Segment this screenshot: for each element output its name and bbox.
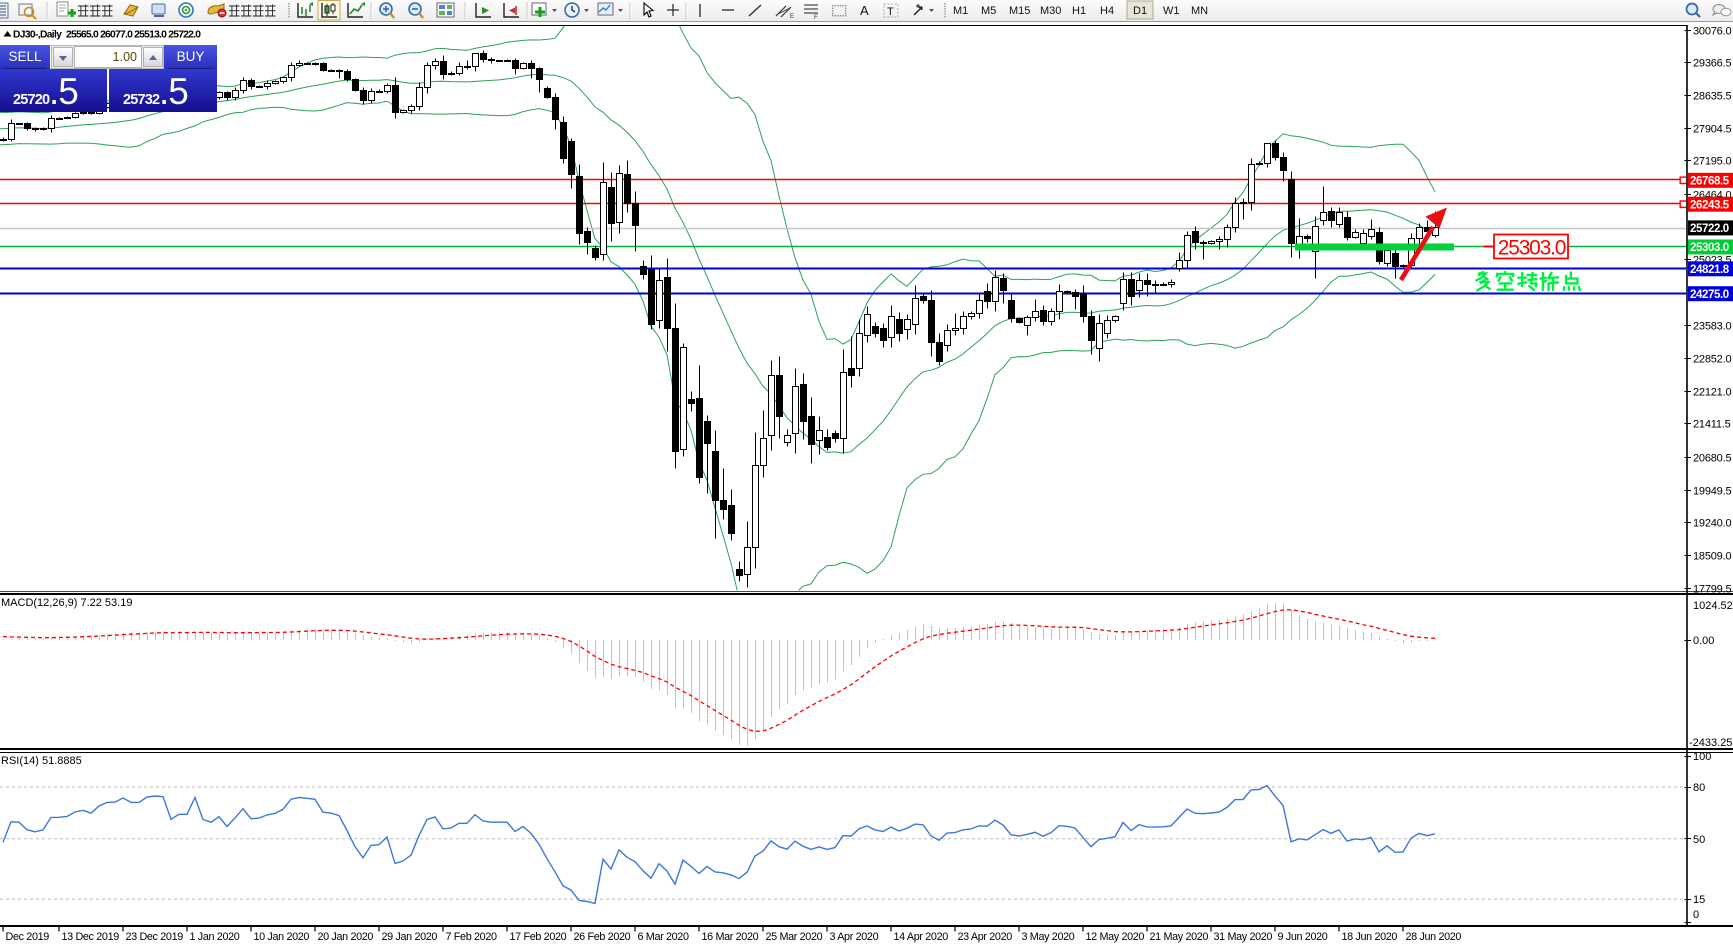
svg-text:26243.5: 26243.5 (1690, 199, 1730, 211)
svg-text:29366.5: 29366.5 (1693, 57, 1731, 69)
svg-text:9 Jun 2020: 9 Jun 2020 (1278, 931, 1328, 943)
svg-text:100: 100 (1693, 751, 1711, 763)
svg-text:28 Jun 2020: 28 Jun 2020 (1406, 931, 1462, 943)
svg-text:F: F (814, 15, 818, 21)
svg-text:H4: H4 (1100, 5, 1114, 17)
svg-text:22121.0: 22121.0 (1693, 386, 1731, 398)
svg-text:MN: MN (1191, 5, 1208, 17)
svg-text:M5: M5 (981, 5, 996, 17)
svg-text:21 May 2020: 21 May 2020 (1150, 931, 1209, 943)
svg-text:13 Dec 2019: 13 Dec 2019 (62, 931, 120, 943)
svg-text:E: E (790, 14, 794, 20)
svg-text:31 May 2020: 31 May 2020 (1214, 931, 1273, 943)
svg-text:21411.5: 21411.5 (1693, 418, 1731, 430)
svg-text:16 Mar 2020: 16 Mar 2020 (702, 931, 759, 943)
svg-text:T: T (887, 6, 894, 18)
svg-text:22852.0: 22852.0 (1693, 353, 1731, 365)
svg-text:20680.5: 20680.5 (1693, 452, 1731, 464)
svg-text:DJ30-,Daily: DJ30-,Daily (13, 30, 62, 41)
svg-text:6 Mar 2020: 6 Mar 2020 (638, 931, 689, 943)
svg-text:A: A (860, 3, 869, 18)
svg-text:23 Dec 2019: 23 Dec 2019 (126, 931, 184, 943)
svg-text:23583.0: 23583.0 (1693, 320, 1731, 332)
svg-text:M1: M1 (953, 5, 968, 17)
svg-text:1 Jan 2020: 1 Jan 2020 (190, 931, 240, 943)
svg-text:30076.0: 30076.0 (1693, 25, 1731, 37)
svg-text:25565.0 26077.0 25513.0 25722.: 25565.0 26077.0 25513.0 25722.0 (66, 30, 201, 41)
svg-text:12 May 2020: 12 May 2020 (1086, 931, 1145, 943)
svg-text:H1: H1 (1072, 5, 1086, 17)
svg-text:25303.0: 25303.0 (1690, 242, 1729, 254)
svg-text:7 Feb 2020: 7 Feb 2020 (446, 931, 497, 943)
svg-text:27195.0: 27195.0 (1693, 155, 1731, 167)
svg-text:D1: D1 (1133, 5, 1147, 17)
svg-text:24821.8: 24821.8 (1690, 264, 1730, 276)
svg-text:3 Apr 2020: 3 Apr 2020 (830, 931, 879, 943)
svg-text:0: 0 (1693, 909, 1699, 921)
svg-text:80: 80 (1693, 782, 1705, 794)
svg-text:18509.0: 18509.0 (1693, 550, 1731, 562)
svg-text:10 Jan 2020: 10 Jan 2020 (254, 931, 310, 943)
svg-text:17 Feb 2020: 17 Feb 2020 (510, 931, 567, 943)
svg-text:50: 50 (1693, 834, 1705, 846)
svg-text:20 Jan 2020: 20 Jan 2020 (318, 931, 374, 943)
svg-text:3 May 2020: 3 May 2020 (1022, 931, 1075, 943)
svg-text:29 Jan 2020: 29 Jan 2020 (382, 931, 438, 943)
svg-text:RSI(14) 51.8885: RSI(14) 51.8885 (1, 755, 82, 767)
svg-text:25 Mar 2020: 25 Mar 2020 (766, 931, 823, 943)
svg-text:26 Feb 2020: 26 Feb 2020 (574, 931, 631, 943)
svg-text:26768.5: 26768.5 (1690, 176, 1730, 188)
svg-text:0.00: 0.00 (1693, 635, 1714, 647)
svg-text:17799.5: 17799.5 (1693, 583, 1731, 595)
svg-text:-2433.25: -2433.25 (1689, 737, 1732, 749)
svg-text:19949.5: 19949.5 (1693, 485, 1731, 497)
svg-text:M30: M30 (1040, 5, 1061, 17)
svg-text:1024.52: 1024.52 (1693, 600, 1733, 612)
svg-text:18 Jun 2020: 18 Jun 2020 (1342, 931, 1398, 943)
svg-text:14 Apr 2020: 14 Apr 2020 (894, 931, 949, 943)
svg-text:19240.0: 19240.0 (1693, 517, 1731, 529)
svg-text:MACD(12,26,9) 7.22 53.19: MACD(12,26,9) 7.22 53.19 (1, 597, 132, 609)
svg-text:W1: W1 (1163, 5, 1180, 17)
svg-text:M15: M15 (1009, 5, 1030, 17)
svg-text:23 Apr 2020: 23 Apr 2020 (958, 931, 1013, 943)
svg-text:15: 15 (1693, 894, 1705, 906)
svg-text:24275.0: 24275.0 (1690, 289, 1729, 301)
svg-text:28635.5: 28635.5 (1693, 90, 1731, 102)
svg-text:27904.5: 27904.5 (1693, 123, 1731, 135)
svg-text:25722.0: 25722.0 (1690, 223, 1729, 235)
svg-text:25303.0: 25303.0 (1498, 237, 1566, 260)
svg-text:Dec 2019: Dec 2019 (6, 931, 50, 943)
